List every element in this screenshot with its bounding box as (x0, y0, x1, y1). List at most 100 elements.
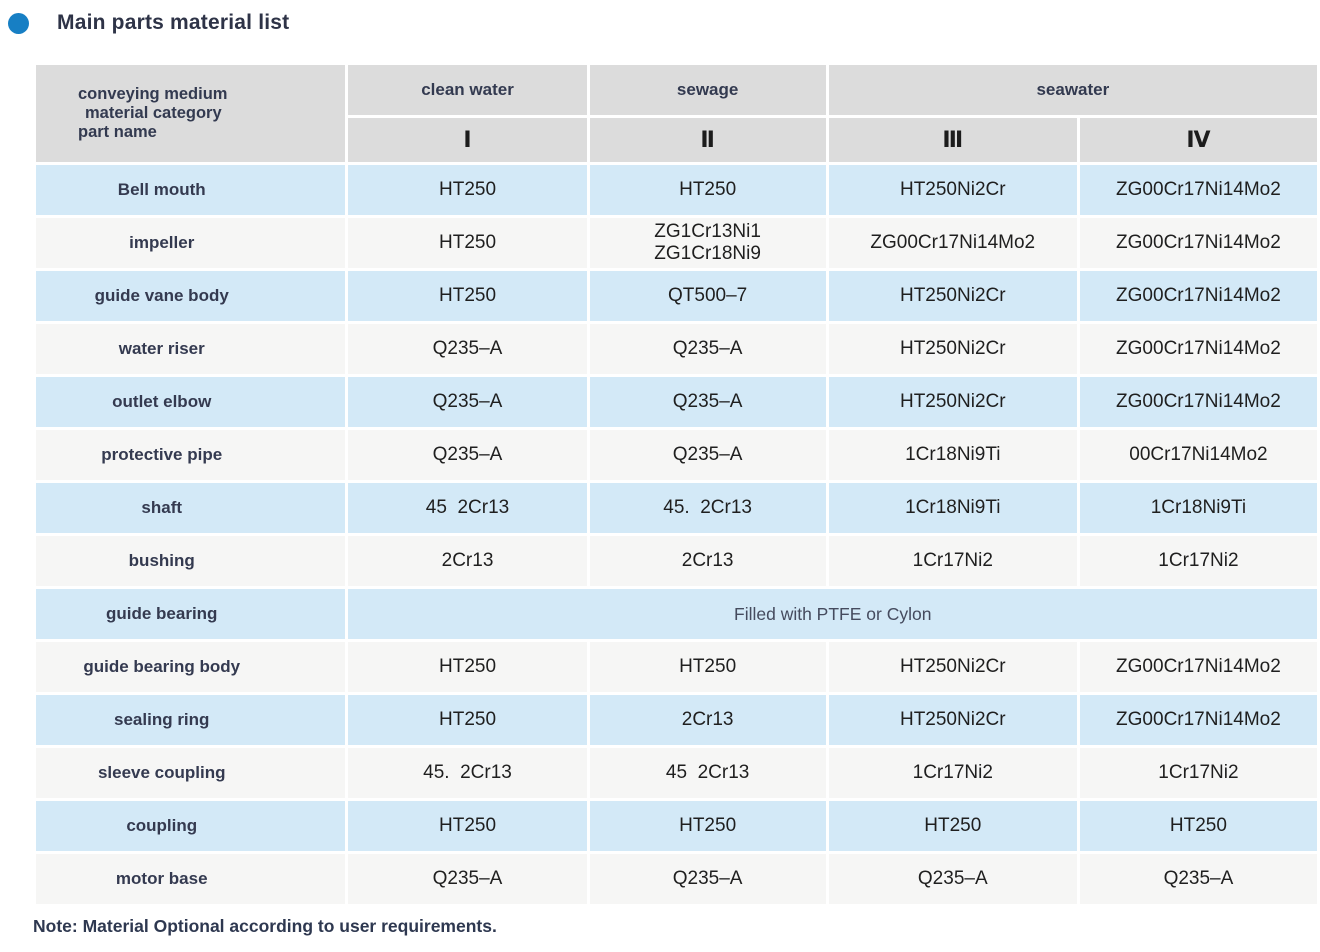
column-header-sewage: sewage (589, 65, 826, 115)
table-row: bushing 2Cr13 2Cr13 1Cr17Ni2 1Cr17Ni2 (36, 536, 1317, 586)
table-row: protective pipe Q235–A Q235–A 1Cr18Ni9Ti 00C… (36, 430, 1317, 480)
table-row: motor base Q235–A Q235–A Q235–A Q235–A (36, 854, 1317, 904)
material-cell: HT250Ni2Cr (828, 377, 1077, 427)
header-row-category: Ⅰ Ⅱ Ⅲ Ⅳ (36, 118, 1317, 162)
material-cell: HT250 (348, 271, 587, 321)
material-cell: ZG00Cr17Ni14Mo2 (828, 218, 1077, 268)
corner-header-cell: conveying medium material category part … (36, 65, 346, 162)
material-cell: ZG00Cr17Ni14Mo2 (1079, 218, 1317, 268)
material-cell: 1Cr17Ni2 (828, 536, 1077, 586)
material-cell: ZG00Cr17Ni14Mo2 (1079, 165, 1317, 215)
material-cell: HT250 (348, 695, 587, 745)
material-cell: HT250 (348, 218, 587, 268)
bullet-dot-icon (8, 12, 29, 34)
part-name-cell: protective pipe (36, 430, 346, 480)
part-name-cell: sealing ring (36, 695, 346, 745)
material-cell: 1Cr18Ni9Ti (828, 483, 1077, 533)
material-cell: Q235–A (1079, 854, 1317, 904)
table-row: water riser Q235–A Q235–A HT250Ni2Cr ZG00Cr1… (36, 324, 1317, 374)
table-body: Bell mouth HT250 HT250 HT250Ni2Cr ZG00Cr17Ni… (36, 165, 1317, 904)
material-cell: 45 2Cr13 (348, 483, 587, 533)
part-name-cell: outlet elbow (36, 377, 346, 427)
material-cell: ZG00Cr17Ni14Mo2 (1079, 271, 1317, 321)
material-cell: HT250 (348, 165, 587, 215)
material-cell: HT250 (348, 801, 587, 851)
material-cell: HT250 (589, 801, 826, 851)
corner-header-line3: part name (78, 123, 157, 141)
section-title-row: Main parts material list (0, 0, 1320, 40)
column-header-seawater: seawater (828, 65, 1317, 115)
footnote: Note: Material Optional according to use… (33, 916, 497, 936)
material-cell: HT250 (348, 642, 587, 692)
column-header-clean-water: clean water (348, 65, 587, 115)
material-cell: ZG00Cr17Ni14Mo2 (1079, 695, 1317, 745)
part-name-cell: sleeve coupling (36, 748, 346, 798)
category-header-4: Ⅳ (1079, 118, 1317, 162)
material-cell: HT250Ni2Cr (828, 324, 1077, 374)
material-cell: Q235–A (348, 324, 587, 374)
part-name-cell: coupling (36, 801, 346, 851)
material-cell: HT250Ni2Cr (828, 271, 1077, 321)
page-title: Main parts material list (57, 11, 290, 34)
material-cell: ZG1Cr13Ni1 ZG1Cr18Ni9 (589, 218, 826, 268)
material-cell: 1Cr18Ni9Ti (828, 430, 1077, 480)
material-cell: 1Cr18Ni9Ti (1079, 483, 1317, 533)
material-cell: 1Cr17Ni2 (828, 748, 1077, 798)
material-cell: QT500–7 (589, 271, 826, 321)
roman-numeral-4: Ⅳ (1186, 127, 1211, 153)
material-cell: Q235–A (348, 430, 587, 480)
material-cell: 2Cr13 (589, 536, 826, 586)
material-cell: HT250 (589, 165, 826, 215)
part-name-cell: shaft (36, 483, 346, 533)
category-header-1: Ⅰ (348, 118, 587, 162)
material-cell: HT250 (828, 801, 1077, 851)
category-header-3: Ⅲ (828, 118, 1077, 162)
part-name-cell: guide bearing body (36, 642, 346, 692)
material-cell: 2Cr13 (589, 695, 826, 745)
material-cell: 1Cr17Ni2 (1079, 536, 1317, 586)
material-cell: 45. 2Cr13 (589, 483, 826, 533)
table-row: guide bearing body HT250 HT250 HT250Ni2Cr ZG… (36, 642, 1317, 692)
material-cell: HT250 (589, 642, 826, 692)
category-header-2: Ⅱ (589, 118, 826, 162)
material-cell: Q235–A (589, 854, 826, 904)
material-cell: HT250 (1079, 801, 1317, 851)
table-row: impeller HT250 ZG1Cr13Ni1 ZG1Cr18Ni9 ZG00Cr… (36, 218, 1317, 268)
material-cell: 00Cr17Ni14Mo2 (1079, 430, 1317, 480)
material-cell: 45 2Cr13 (589, 748, 826, 798)
table-row: guide bearing Filled with PTFE or Cylon (36, 589, 1317, 639)
part-name-cell: Bell mouth (36, 165, 346, 215)
roman-numeral-3: Ⅲ (942, 127, 964, 153)
material-cell: Q235–A (589, 430, 826, 480)
table-row: coupling HT250 HT250 HT250 HT250 (36, 801, 1317, 851)
material-cell: 1Cr17Ni2 (1079, 748, 1317, 798)
merged-material-cell: Filled with PTFE or Cylon (348, 589, 1317, 639)
part-name-cell: bushing (36, 536, 346, 586)
table-row: shaft 45 2Cr13 45. 2Cr13 1Cr18Ni9Ti 1Cr18Ni9… (36, 483, 1317, 533)
material-list-table: conveying medium material category part … (33, 62, 1320, 907)
table-row: sleeve coupling 45. 2Cr13 45 2Cr13 1Cr17Ni2… (36, 748, 1317, 798)
material-cell: 45. 2Cr13 (348, 748, 587, 798)
header-row-medium: conveying medium material category part … (36, 65, 1317, 162)
material-cell: ZG00Cr17Ni14Mo2 (1079, 377, 1317, 427)
material-cell: HT250Ni2Cr (828, 165, 1077, 215)
material-cell: HT250Ni2Cr (828, 642, 1077, 692)
roman-numeral-1: Ⅰ (463, 127, 472, 153)
corner-header-line2: material category (85, 104, 222, 122)
corner-header-line1: conveying medium (78, 85, 228, 103)
table-row: sealing ring HT250 2Cr13 HT250Ni2Cr ZG00Cr17… (36, 695, 1317, 745)
table-row: outlet elbow Q235–A Q235–A HT250Ni2Cr ZG00Cr… (36, 377, 1317, 427)
material-cell: Q235–A (348, 854, 587, 904)
table-row: Bell mouth HT250 HT250 HT250Ni2Cr ZG00Cr17Ni… (36, 165, 1317, 215)
material-cell: HT250Ni2Cr (828, 695, 1077, 745)
material-cell: Q235–A (348, 377, 587, 427)
part-name-cell: guide bearing (36, 589, 346, 639)
material-cell: Q235–A (589, 377, 826, 427)
material-cell: Q235–A (589, 324, 826, 374)
part-name-cell: impeller (36, 218, 346, 268)
part-name-cell: guide vane body (36, 271, 346, 321)
part-name-cell: motor base (36, 854, 346, 904)
roman-numeral-2: Ⅱ (700, 127, 715, 153)
material-cell: ZG00Cr17Ni14Mo2 (1079, 642, 1317, 692)
